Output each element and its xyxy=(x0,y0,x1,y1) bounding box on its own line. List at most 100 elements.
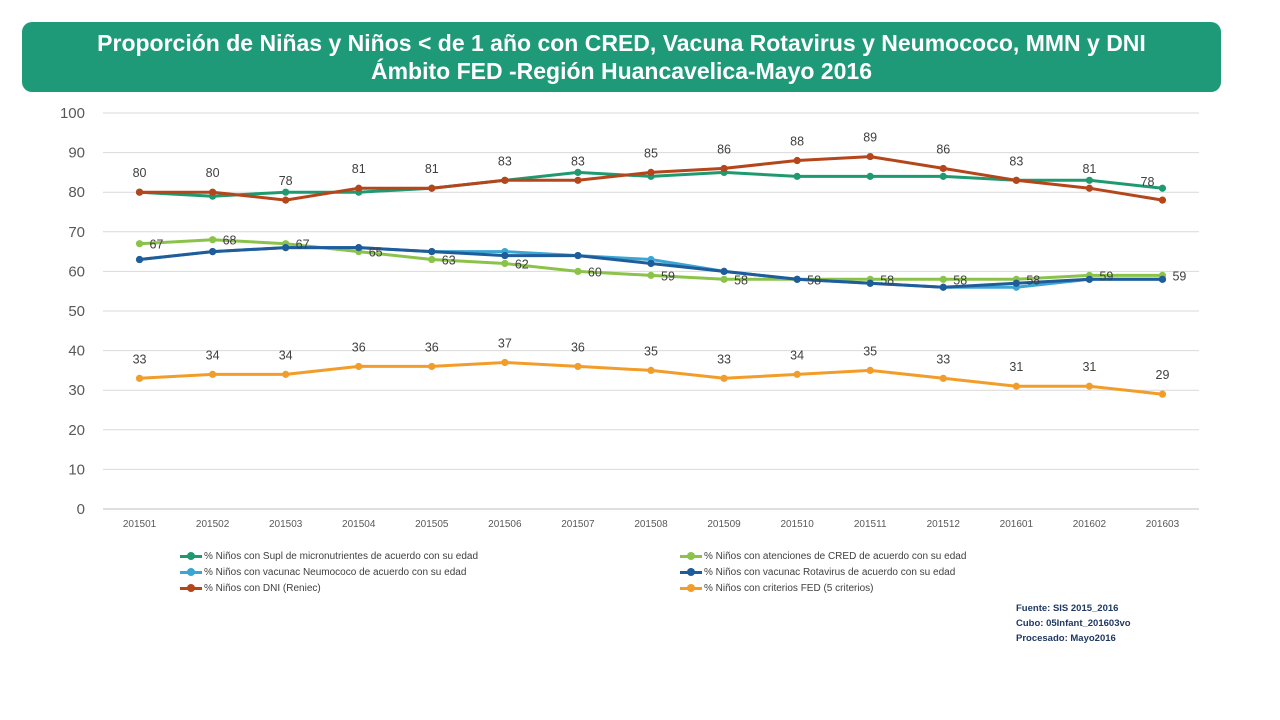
data-label: 60 xyxy=(588,265,602,279)
data-point xyxy=(1085,382,1093,390)
data-point xyxy=(720,275,728,283)
y-tick-label: 50 xyxy=(68,303,85,320)
x-tick-label: 201601 xyxy=(1000,519,1034,530)
data-point xyxy=(209,248,217,256)
data-point xyxy=(720,374,728,382)
data-label: 83 xyxy=(571,154,585,168)
legend-item-4: % Niños con vacunac Rotavirus de acuerdo… xyxy=(680,564,955,580)
data-label: 59 xyxy=(661,269,675,283)
data-point xyxy=(793,156,801,165)
data-label: 67 xyxy=(296,238,310,252)
data-point xyxy=(501,259,509,268)
source-note: Fuente: SIS 2015_2016 Cubo: 05Infant_201… xyxy=(1016,601,1131,646)
chart-title-line-1: Proporción de Niñas y Niños < de 1 año c… xyxy=(97,30,1146,56)
legend-item-3: % Niños con vacunac Neumococo de acuerdo… xyxy=(180,564,466,580)
data-label: 34 xyxy=(206,348,220,362)
data-label: 81 xyxy=(425,162,439,176)
data-point xyxy=(209,188,217,196)
series-line-3 xyxy=(138,246,1164,289)
y-tick-label: 0 xyxy=(77,501,85,518)
x-tick-label: 201510 xyxy=(780,519,814,530)
data-point xyxy=(1012,176,1020,184)
data-point xyxy=(1012,279,1020,287)
data-point xyxy=(282,244,290,252)
data-label: 29 xyxy=(1156,368,1170,382)
data-label: 63 xyxy=(442,254,456,268)
data-point xyxy=(355,244,363,252)
data-label: 36 xyxy=(352,340,366,354)
data-point xyxy=(647,366,655,374)
data-point xyxy=(135,188,144,196)
data-point xyxy=(574,267,582,275)
data-label: 78 xyxy=(279,174,293,188)
data-point xyxy=(428,184,436,192)
data-label: 58 xyxy=(953,273,967,287)
data-point xyxy=(428,248,436,256)
y-tick-label: 80 xyxy=(68,184,85,201)
legend-item-6: % Niños con criterios FED (5 criterios) xyxy=(680,580,873,596)
legend-label: % Niños con Supl de micronutrientes de a… xyxy=(204,550,479,562)
data-point xyxy=(135,255,144,264)
data-label: 31 xyxy=(1082,360,1096,374)
data-label: 86 xyxy=(936,142,950,156)
data-point xyxy=(355,184,363,192)
data-label: 34 xyxy=(279,348,293,362)
data-label: 59 xyxy=(1172,269,1186,283)
data-label: 59 xyxy=(1099,269,1113,283)
data-point xyxy=(1158,184,1167,192)
data-point xyxy=(135,240,144,248)
data-point xyxy=(282,188,290,196)
data-label: 58 xyxy=(880,273,894,287)
data-label: 36 xyxy=(571,340,585,354)
x-tick-label: 201504 xyxy=(342,519,376,530)
legend-item-5: % Niños con DNI (Reniec) xyxy=(180,580,321,596)
data-label: 89 xyxy=(863,131,877,145)
data-point xyxy=(939,172,947,180)
y-tick-label: 100 xyxy=(60,105,85,122)
source-line-2: Cubo: 05Infant_201603vo xyxy=(1016,618,1131,629)
legend-swatch xyxy=(680,583,702,593)
data-label: 33 xyxy=(717,352,731,366)
data-point xyxy=(793,275,801,283)
data-point xyxy=(939,275,947,283)
data-point xyxy=(647,271,655,279)
data-label: 78 xyxy=(1141,175,1155,189)
data-point xyxy=(428,255,436,264)
data-label: 80 xyxy=(206,166,220,180)
x-tick-label: 201507 xyxy=(561,519,595,530)
data-label: 58 xyxy=(1026,273,1040,287)
data-point xyxy=(720,164,728,173)
data-point xyxy=(1012,382,1020,390)
data-point xyxy=(866,172,874,180)
data-label: 67 xyxy=(150,238,164,252)
title-banner: Proporción de Niñas y Niños < de 1 año c… xyxy=(22,22,1221,92)
x-tick-label: 201503 xyxy=(269,519,303,530)
data-point xyxy=(866,152,874,161)
legend-label: % Niños con DNI (Reniec) xyxy=(204,582,321,594)
x-tick-label: 201508 xyxy=(634,519,668,530)
data-point xyxy=(501,251,509,260)
data-label: 81 xyxy=(352,162,366,176)
x-tick-label: 201512 xyxy=(927,519,961,530)
data-point xyxy=(574,168,582,176)
x-tick-label: 201505 xyxy=(415,519,449,530)
data-point xyxy=(428,362,436,371)
y-tick-label: 40 xyxy=(68,343,85,360)
data-point xyxy=(647,168,655,176)
x-tick-label: 201509 xyxy=(707,519,741,530)
data-label: 81 xyxy=(1082,162,1096,176)
legend-swatch xyxy=(180,583,202,593)
data-point xyxy=(793,370,801,378)
data-label: 35 xyxy=(863,344,877,358)
data-label: 37 xyxy=(498,336,512,350)
y-tick-label: 30 xyxy=(68,382,85,399)
data-point xyxy=(1085,176,1093,184)
source-line-1: Fuente: SIS 2015_2016 xyxy=(1016,603,1119,614)
data-point xyxy=(574,251,582,260)
data-point xyxy=(574,176,582,184)
data-label: 65 xyxy=(369,246,383,260)
data-point xyxy=(866,366,874,374)
x-tick-label: 201501 xyxy=(123,519,157,530)
data-label: 62 xyxy=(515,257,529,271)
